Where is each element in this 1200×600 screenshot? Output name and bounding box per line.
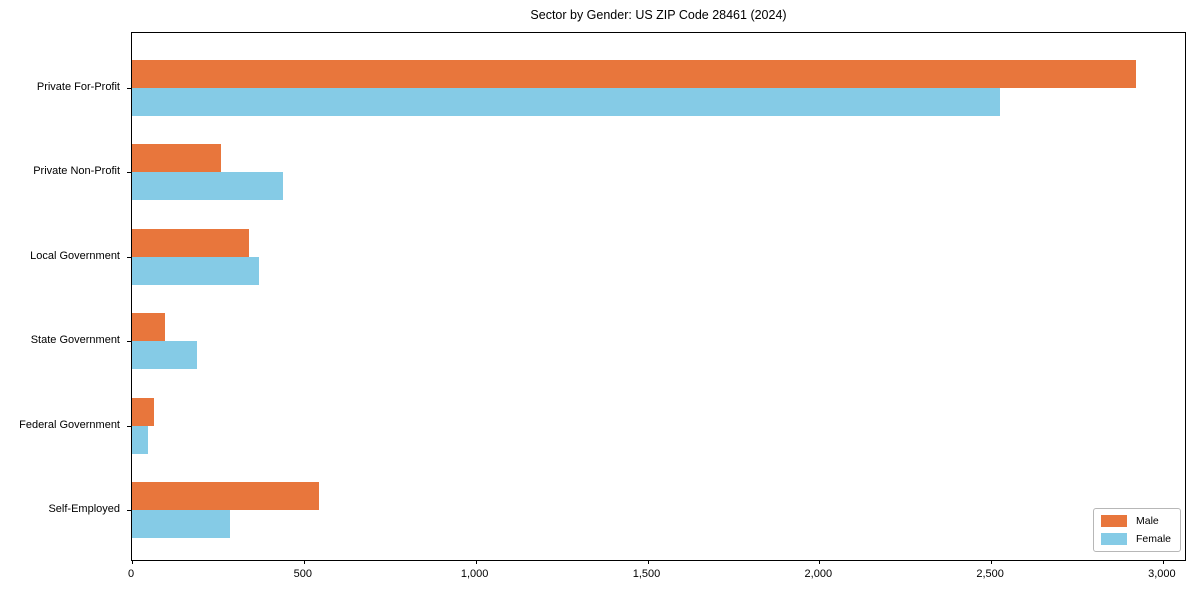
female-series-swatch <box>1100 533 1127 545</box>
y-tick-mark <box>127 88 132 89</box>
x-tick-label-500: 500 <box>293 568 312 580</box>
male-series-swatch <box>1100 515 1127 527</box>
bar-female-self-employed <box>132 510 230 538</box>
y-tick-mark <box>127 256 132 258</box>
x-tick-label-0: 0 <box>127 568 135 580</box>
y-tick-mark <box>127 172 132 174</box>
x-tick-mark <box>475 560 477 564</box>
bar-female-federal-government <box>132 425 148 454</box>
x-tick-label-1-000: 1,000 <box>460 568 489 580</box>
x-tick-label-2-500: 2,500 <box>976 568 1004 580</box>
y-tick-mark <box>127 510 132 511</box>
x-tick-mark <box>1162 560 1164 564</box>
x-tick-label-3-000: 3,000 <box>1148 568 1176 580</box>
legend-entry-female: Female <box>1100 533 1171 545</box>
bar-male-state-government <box>132 313 165 342</box>
x-tick-label-1-500: 1,500 <box>632 568 661 580</box>
bar-male-self-employed <box>132 482 320 510</box>
legend-entry-male: Male <box>1100 515 1171 527</box>
legend-label-male: Male <box>1135 515 1159 527</box>
category-label-state-government: State Government <box>30 334 120 347</box>
category-label-private-for-profit: Private For-Profit <box>36 81 120 93</box>
y-tick-mark <box>127 341 132 343</box>
x-tick-mark <box>647 560 649 564</box>
bar-male-local-government <box>132 228 249 257</box>
bar-female-private-non-profit <box>132 172 284 201</box>
category-label-private-non-profit: Private Non-Profit <box>33 165 120 178</box>
x-tick-mark <box>303 560 305 564</box>
legend-label-female: Female <box>1135 533 1171 545</box>
bar-female-state-government <box>132 341 198 370</box>
plot-area: Male Female <box>127 32 1186 564</box>
legend: Male Female <box>1092 508 1181 552</box>
bar-female-local-government <box>132 256 260 285</box>
bar-male-federal-government <box>132 397 155 426</box>
category-label-local-government: Local Government <box>30 249 120 262</box>
category-label-federal-government: Federal Government <box>19 418 120 431</box>
x-tick-mark <box>991 560 993 564</box>
bar-male-private-non-profit <box>132 144 222 173</box>
category-label-self-employed: Self-Employed <box>48 503 120 515</box>
bar-male-private-for-profit <box>132 60 1136 88</box>
x-tick-mark <box>819 560 821 564</box>
chart-title: Sector by Gender: US ZIP Code 28461 (202… <box>530 8 787 22</box>
x-tick-mark <box>132 560 133 564</box>
x-tick-label-2-000: 2,000 <box>804 568 833 580</box>
y-tick-mark <box>127 425 132 427</box>
bar-female-private-for-profit <box>132 88 1000 116</box>
